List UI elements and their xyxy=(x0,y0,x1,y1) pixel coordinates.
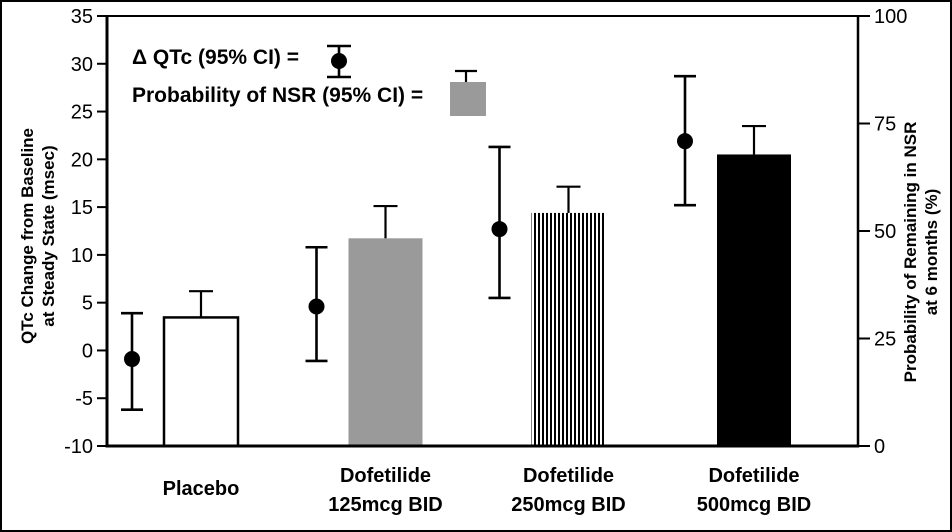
left-tick-label: 20 xyxy=(71,149,93,171)
category-label-dofetilide-500: Dofetilide 500mcg BID xyxy=(696,465,812,516)
point-dofetilide-125 xyxy=(308,298,325,315)
left-tick-label: -10 xyxy=(64,436,93,458)
left-tick-label: 25 xyxy=(71,102,93,124)
left-tick-label: 35 xyxy=(71,6,93,28)
right-tick-label: 75 xyxy=(874,114,896,136)
point-placebo xyxy=(124,351,140,368)
right-tick-label: 0 xyxy=(874,436,885,458)
category-label-placebo: Placebo xyxy=(162,478,240,500)
left-axis-title: QTc Change from Baseline at Steady State… xyxy=(17,128,60,344)
legend-marker-qtc-point xyxy=(331,53,347,69)
category-label-dofetilide-250: Dofetilide 250mcg BID xyxy=(511,465,626,516)
legend-marker-nsr-bar xyxy=(450,82,486,116)
right-tick-label: 25 xyxy=(874,329,896,351)
point-dofetilide-250 xyxy=(491,221,508,238)
category-label-dofetilide-125: Dofetilide 125mcg BID xyxy=(328,465,443,516)
right-tick-label: 50 xyxy=(874,221,896,243)
right-tick-label: 100 xyxy=(874,6,907,28)
left-axis-title-line1: QTc Change from Baseline xyxy=(17,127,37,345)
point-dofetilide-500 xyxy=(677,133,693,150)
bar-dofetilide-125 xyxy=(348,238,423,446)
legend-label-probability-nsr: Probability of NSR (95% CI) = xyxy=(132,84,424,107)
bar-placebo xyxy=(162,316,240,448)
left-tick-label: 30 xyxy=(71,54,93,76)
left-tick-label: 0 xyxy=(82,340,93,362)
right-axis-title: Probability of Remaining in NSR at 6 mon… xyxy=(900,122,943,383)
right-axis-title-line2: at 6 months (%) xyxy=(922,188,941,316)
left-axis-title-line2: at Steady State (msec) xyxy=(39,145,58,327)
left-tick-label: 15 xyxy=(71,197,93,219)
left-tick-label: 5 xyxy=(82,293,93,315)
bar-dofetilide-250 xyxy=(531,212,606,446)
bar-dofetilide-500 xyxy=(717,154,791,446)
right-axis-title-line1: Probability of Remaining in NSR xyxy=(900,121,920,383)
left-tick-label: -5 xyxy=(75,388,93,410)
legend-label-delta-qtc: Δ QTc (95% CI) = xyxy=(132,46,299,69)
left-tick-label: 10 xyxy=(71,245,93,267)
